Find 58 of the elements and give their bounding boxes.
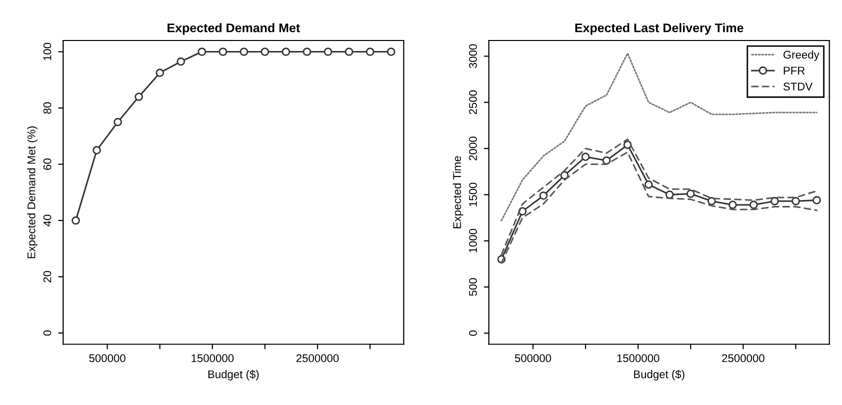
point — [324, 48, 332, 56]
y-axis-title: Expected Demand Met (%) — [27, 126, 38, 258]
point — [92, 146, 101, 154]
legend-label: Greedy — [783, 50, 820, 61]
point — [156, 68, 164, 78]
point — [198, 48, 206, 56]
point — [134, 92, 143, 101]
x-tick-label: 1500000 — [192, 354, 234, 362]
point — [792, 196, 800, 206]
legend-label: STDV — [783, 82, 813, 90]
x-tick-label: 500000 — [89, 354, 126, 362]
y-tick-label: 20 — [43, 271, 52, 282]
point — [240, 48, 248, 56]
point — [602, 156, 611, 165]
point — [707, 196, 716, 206]
x-axis-title: Budget ($) — [634, 370, 684, 380]
point — [623, 140, 632, 149]
point — [386, 48, 396, 56]
point — [728, 200, 737, 210]
y-tick-label: 500 — [469, 278, 477, 296]
y-tick-label: 60 — [43, 158, 52, 170]
y-tick-label: 1000 — [469, 228, 477, 252]
y-tick-label: 0 — [43, 330, 52, 336]
point — [72, 216, 80, 225]
x-tick-label: 2500000 — [296, 354, 339, 362]
point — [176, 57, 186, 66]
y-tick-label: 2500 — [469, 90, 477, 114]
y-tick-label: 40 — [43, 214, 52, 226]
point — [539, 191, 548, 200]
point — [302, 48, 312, 56]
point — [581, 152, 590, 161]
y-tick-label: 2000 — [469, 136, 477, 160]
point — [665, 190, 674, 199]
y-tick-label: 3000 — [469, 44, 477, 68]
y-tick-label: 80 — [43, 102, 52, 114]
point — [770, 196, 779, 206]
y-axis-title: Expected Time — [452, 156, 464, 228]
y-tick-label: 100 — [43, 42, 52, 60]
point — [344, 48, 354, 56]
point — [750, 200, 758, 210]
point — [114, 118, 122, 126]
point — [644, 180, 653, 189]
chart-title: Expected Demand Met — [168, 23, 300, 35]
y-tick-label: 0 — [469, 330, 477, 336]
line-series — [500, 52, 818, 222]
x-tick-label: 1500000 — [617, 354, 660, 362]
point — [812, 196, 821, 204]
x-tick-label: 2500000 — [722, 354, 764, 362]
point — [218, 48, 228, 56]
x-tick-label: 500000 — [514, 354, 552, 362]
legend-label: PFR — [784, 66, 805, 74]
y-tick-label: 1500 — [469, 182, 477, 206]
point — [686, 190, 695, 198]
x-axis-title: Budget ($) — [208, 370, 259, 380]
chart-title: Expected Last Delivery Time — [575, 23, 744, 35]
point — [366, 48, 374, 56]
point — [260, 48, 270, 56]
point — [282, 48, 290, 56]
